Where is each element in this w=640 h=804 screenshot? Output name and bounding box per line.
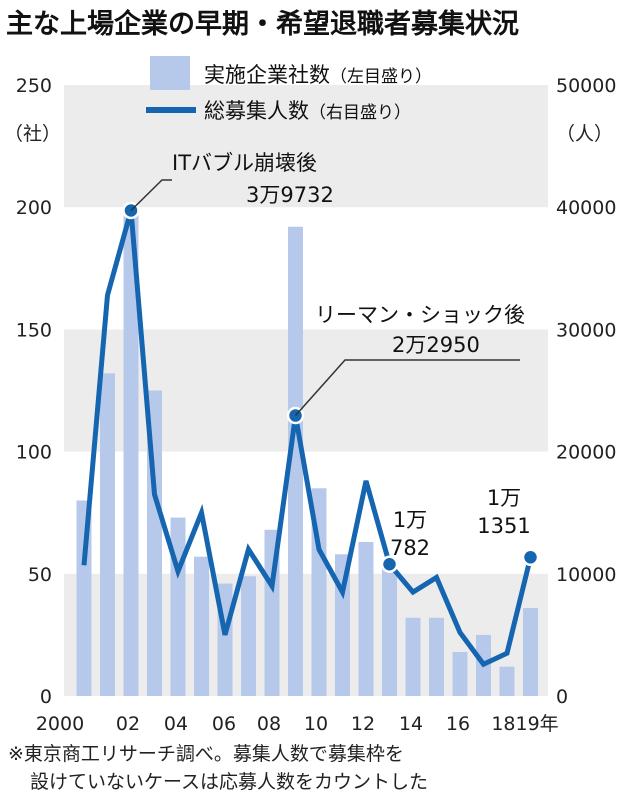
bar [123,207,139,696]
x-tick-label: 12 [351,713,375,735]
left-tick-label: 50 [28,564,52,586]
annotations: ITバブル崩壊後 3万9732 リーマン・ショック後 2万2950 1万 782 1万 135… [130,151,531,560]
annotation-label: 1351 [477,514,530,538]
bar [241,576,256,696]
footnote-line-2: 設けていないケースは応募人数をカウントした [30,771,428,793]
legend: 実施企業社数（左目盛り） 総募集人数（右目盛り） [146,56,432,123]
legend-bar-label: 実施企業社数（左目盛り） [204,63,432,87]
right-tick-label: 10000 [556,564,616,586]
chart-title: 主な上場企業の早期・希望退職者募集状況 [6,8,519,40]
x-axis-ticks: 2000 02 04 06 08 10 12 14 16 1819年 [36,713,559,735]
bars [76,207,538,696]
bar [288,226,303,696]
right-tick-label: 50000 [556,75,616,97]
right-tick-label: 20000 [556,442,616,464]
x-tick-label: 2000 [36,713,84,735]
legend-bar-swatch [150,56,190,90]
bar [170,517,186,696]
bar [100,373,115,696]
bar [358,542,374,696]
left-axis-unit: （社） [4,123,61,145]
x-tick-label: 06 [212,713,236,735]
x-tick-label: 16 [446,713,470,735]
annotation-label: ITバブル崩壊後 [172,151,317,175]
bar [405,617,421,696]
annotation-label: 1万 [393,508,427,532]
highlight-point [380,555,399,573]
bar [194,556,209,696]
right-tick-label: 0 [556,686,568,708]
bar [382,564,397,696]
x-tick-label: 04 [164,713,188,735]
line-points [122,201,540,573]
annotation-label: 3万9732 [246,183,334,207]
bar [499,666,515,696]
line-series [81,209,533,668]
right-tick-label: 30000 [556,319,616,341]
bar [452,652,468,696]
left-tick-label: 200 [16,197,52,219]
axis-ticks: 0 50 100 150 200 250 0 10000 20000 30000 40000 5000… [16,75,617,708]
right-axis-unit: （人） [556,123,613,145]
footnote-line-1: ※東京商工リサーチ調べ。募集人数で募集枠を [8,743,404,765]
left-tick-label: 150 [16,319,52,341]
annotation-label: リーマン・ショック後 [315,303,525,327]
annotation-label: 2万2950 [392,333,480,357]
x-tick-label: 10 [304,713,328,735]
left-tick-label: 0 [40,686,52,708]
left-tick-label: 100 [16,442,52,464]
x-tick-label: 1819年 [491,713,558,735]
line-path [81,209,533,668]
annotation-label: 1万 [487,486,521,510]
highlight-point [521,548,540,567]
band [64,85,548,208]
annotation-label: 782 [390,536,430,560]
bar [523,608,538,696]
bar [429,617,444,696]
left-tick-label: 250 [16,75,52,97]
x-tick-label: 08 [257,713,281,735]
x-tick-label: 14 [399,713,423,735]
leader-line [130,179,172,212]
right-tick-label: 40000 [556,197,616,219]
leader-line [294,359,520,417]
legend-line-label: 総募集人数（右目盛り） [204,99,411,123]
x-tick-label: 02 [116,713,140,735]
